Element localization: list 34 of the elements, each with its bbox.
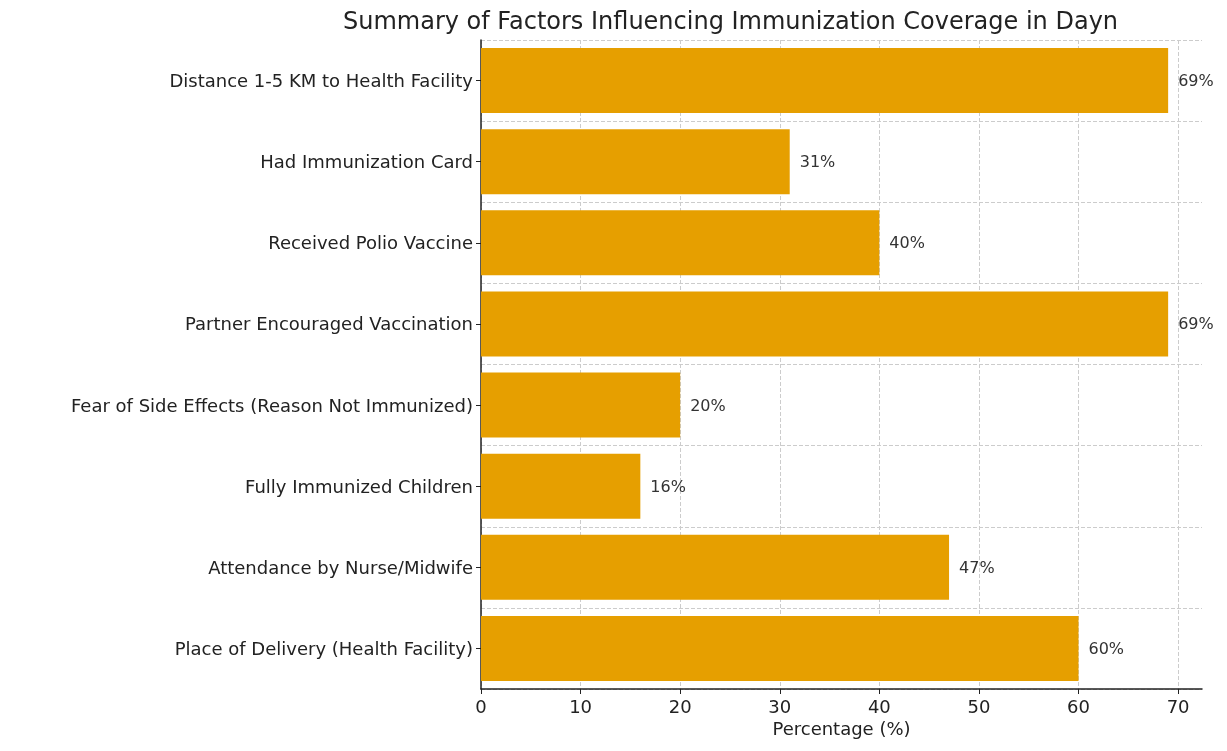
data-label: 69% (1178, 314, 1214, 334)
bar (481, 291, 1169, 357)
y-tick-label: Partner Encouraged Vaccination (185, 313, 473, 335)
bar (481, 615, 1079, 681)
data-label: 40% (889, 233, 925, 253)
x-axis-title: Percentage (%) (772, 718, 911, 740)
x-tick-label: 20 (668, 695, 692, 717)
y-tick-label: Distance 1-5 KM to Health Facility (169, 70, 474, 92)
x-tick-label: 50 (967, 695, 991, 717)
x-tick-label: 60 (1067, 695, 1090, 717)
data-label: 69% (1178, 71, 1214, 91)
bar (481, 210, 880, 276)
data-label: 20% (690, 395, 726, 415)
x-tick-label: 70 (1166, 695, 1190, 717)
data-label: 16% (650, 476, 686, 496)
bar (481, 48, 1169, 114)
y-tick-label: Received Polio Vaccine (268, 232, 473, 254)
data-label: 60% (1088, 638, 1125, 658)
x-tick-label: 0 (475, 695, 487, 717)
bar (481, 453, 641, 519)
bar (481, 372, 681, 438)
bar (481, 534, 950, 600)
y-tick-label: Attendance by Nurse/Midwife (208, 556, 473, 578)
y-tick-label: Had Immunization Card (260, 151, 473, 173)
y-tick-label: Place of Delivery (Health Facility) (174, 637, 473, 659)
data-label: 47% (959, 557, 995, 577)
bar (481, 129, 790, 195)
chart-title: Summary of Factors Influencing Immunization Coverage in Dayn (343, 7, 1119, 35)
y-tick-label: Fear of Side Effects (Reason Not Immunized) (71, 394, 473, 416)
data-label: 31% (799, 152, 836, 172)
y-tick-label: Fully Immunized Children (245, 475, 473, 497)
x-tick-label: 10 (569, 695, 593, 717)
x-tick-label: 30 (768, 695, 792, 717)
x-tick-label: 40 (867, 695, 891, 717)
